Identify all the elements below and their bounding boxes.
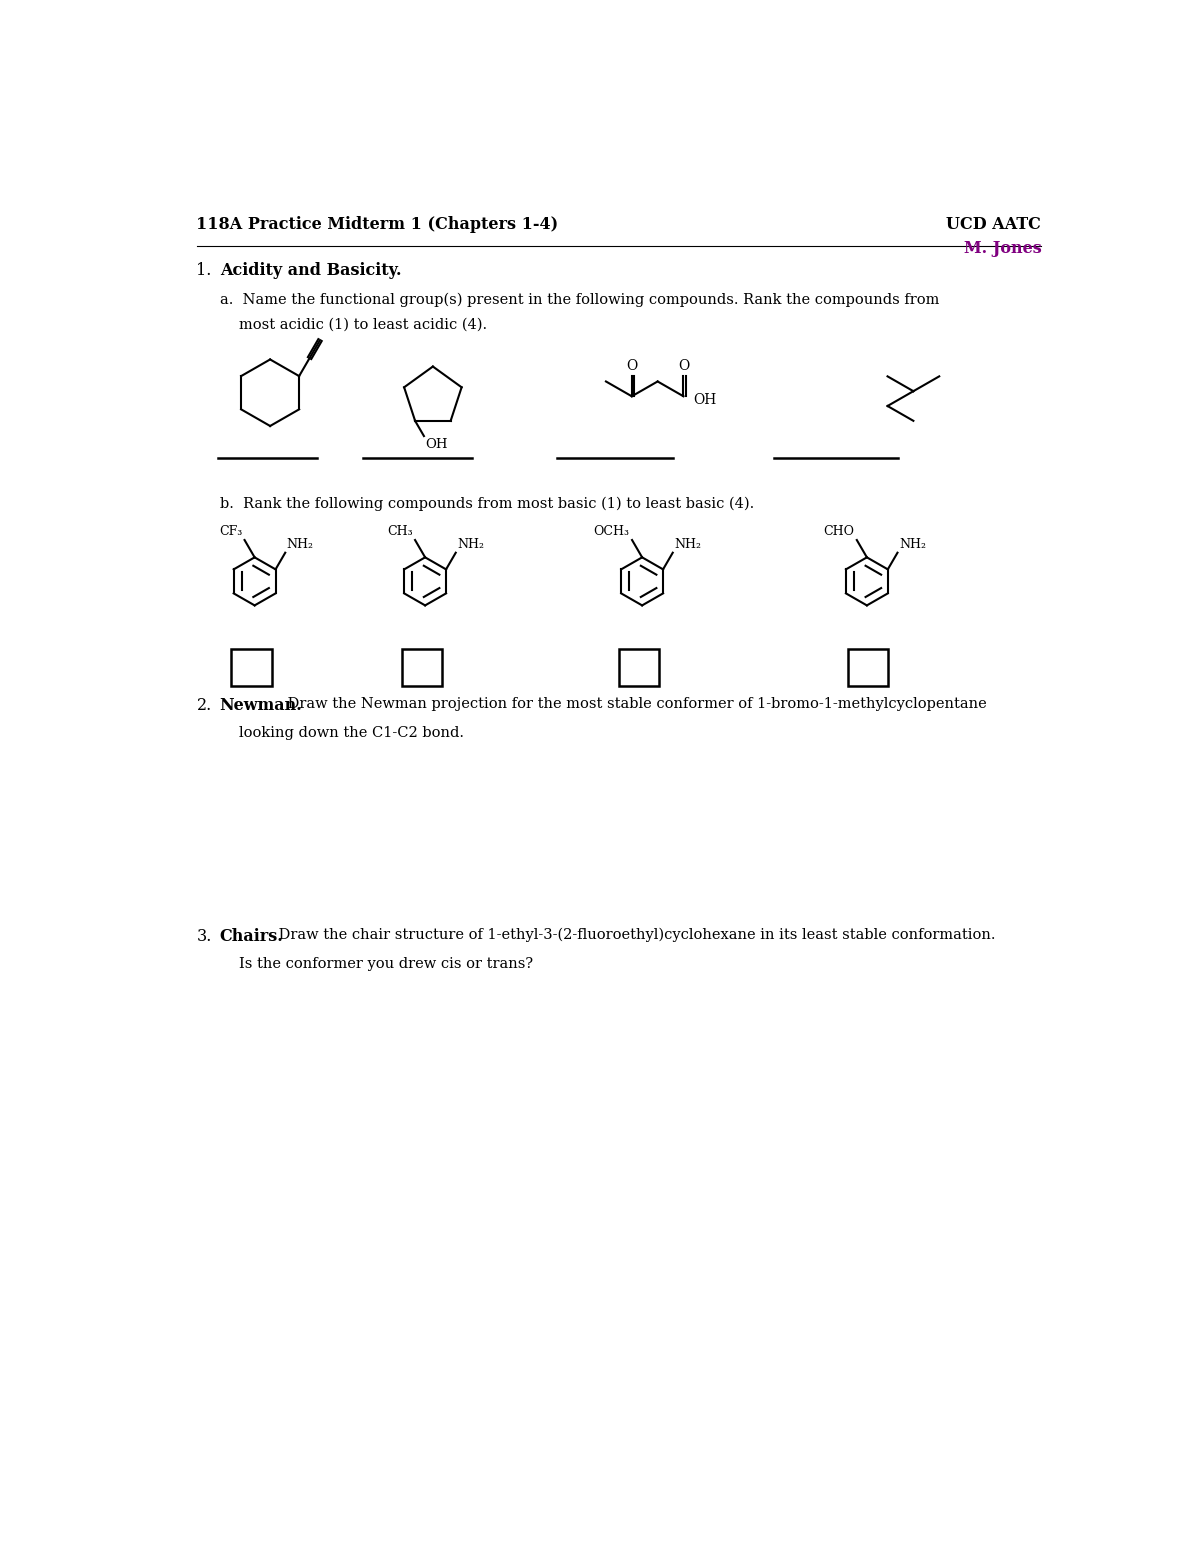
Text: CH₃: CH₃ bbox=[388, 525, 413, 537]
Text: OCH₃: OCH₃ bbox=[594, 525, 630, 537]
Text: Draw the chair structure of 1-ethyl-3-(2-fluoroethyl)cyclohexane in its least st: Draw the chair structure of 1-ethyl-3-(2… bbox=[274, 927, 996, 943]
Bar bbox=[232, 649, 271, 686]
Bar bbox=[847, 649, 888, 686]
Text: Acidity and Basicity.: Acidity and Basicity. bbox=[220, 262, 401, 280]
Text: CF₃: CF₃ bbox=[218, 525, 242, 537]
Text: 1.: 1. bbox=[197, 262, 212, 280]
Text: 3.: 3. bbox=[197, 927, 212, 944]
Bar bbox=[402, 649, 442, 686]
Text: UCD AATC: UCD AATC bbox=[947, 216, 1042, 233]
Text: NH₂: NH₂ bbox=[287, 539, 313, 551]
Text: most acidic (1) to least acidic (4).: most acidic (1) to least acidic (4). bbox=[239, 317, 487, 331]
Bar bbox=[619, 649, 659, 686]
Text: 2.: 2. bbox=[197, 697, 211, 714]
Text: looking down the C1-C2 bond.: looking down the C1-C2 bond. bbox=[239, 727, 464, 741]
Text: M. Jones: M. Jones bbox=[964, 241, 1042, 258]
Text: Draw the Newman projection for the most stable conformer of 1-bromo-1-methylcycl: Draw the Newman projection for the most … bbox=[283, 697, 988, 711]
Text: 118A Practice Midterm 1 (Chapters 1-4): 118A Practice Midterm 1 (Chapters 1-4) bbox=[197, 216, 559, 233]
Text: NH₂: NH₂ bbox=[457, 539, 485, 551]
Text: OH: OH bbox=[426, 438, 448, 450]
Text: OH: OH bbox=[692, 393, 716, 407]
Text: Newman.: Newman. bbox=[220, 697, 302, 714]
Text: NH₂: NH₂ bbox=[674, 539, 701, 551]
Text: Chairs.: Chairs. bbox=[220, 927, 283, 944]
Text: CHO: CHO bbox=[823, 525, 854, 537]
Text: NH₂: NH₂ bbox=[899, 539, 926, 551]
Text: a.  Name the functional group(s) present in the following compounds. Rank the co: a. Name the functional group(s) present … bbox=[220, 292, 940, 307]
Text: Is the conformer you drew cis or trans?: Is the conformer you drew cis or trans? bbox=[239, 957, 533, 971]
Text: O: O bbox=[678, 359, 689, 373]
Text: b.  Rank the following compounds from most basic (1) to least basic (4).: b. Rank the following compounds from mos… bbox=[220, 497, 754, 511]
Text: O: O bbox=[626, 359, 637, 373]
